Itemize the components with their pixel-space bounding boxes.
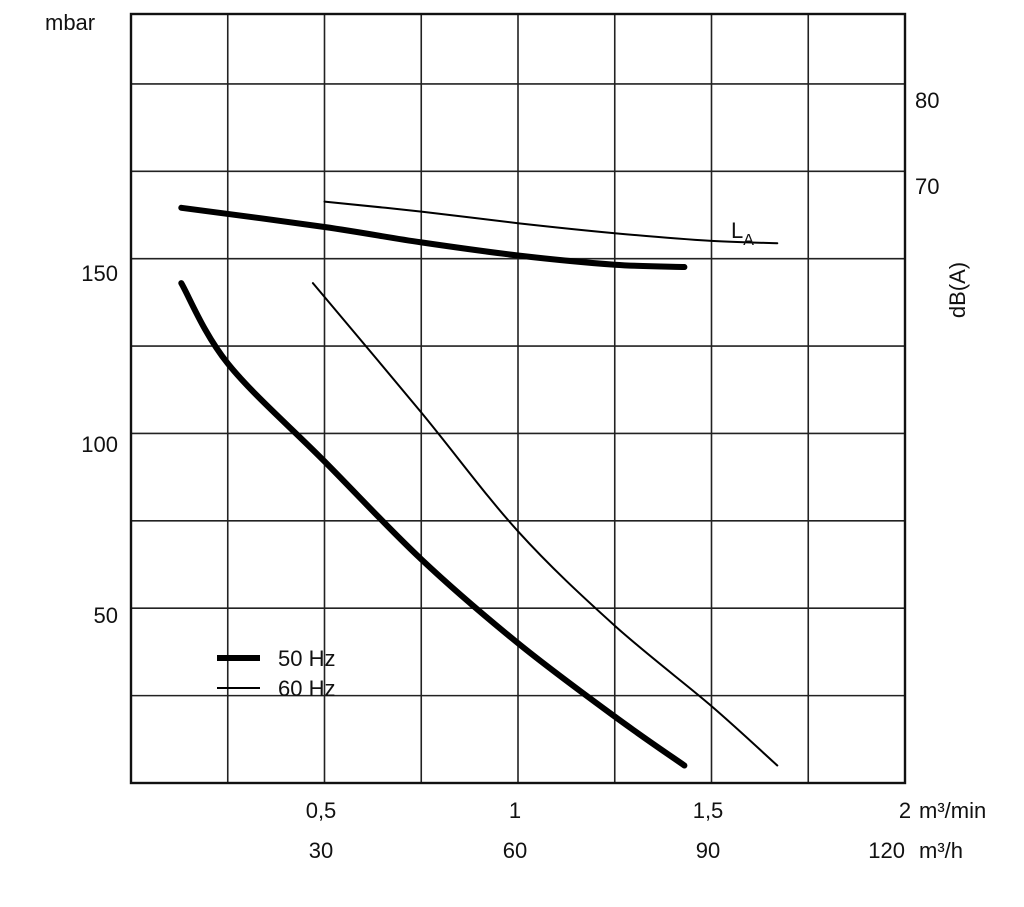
la-annotation-main: L [731,218,743,243]
grid [131,14,905,783]
x-bottom-unit: m³/h [919,838,963,863]
x-bottom-tick-30: 30 [309,838,333,863]
plot-frame [129,12,907,785]
legend-label-60hz: 60 Hz [278,676,335,701]
x-top-unit: m³/min [919,798,986,823]
la-curve-60hz [323,200,779,245]
la-annotation: LA [731,218,754,249]
legend-label-50hz: 50 Hz [278,646,335,671]
x-top-tick-2: 2 [899,798,911,823]
x-top-tick-1-5: 1,5 [693,798,724,823]
y-left-axis-label: mbar [45,10,95,35]
la-curve-50hz [178,204,688,270]
x-bottom-tick-60: 60 [503,838,527,863]
x-top-tick-1: 1 [509,798,521,823]
x-top-tick-0-5: 0,5 [306,798,337,823]
curves [178,200,779,769]
pressure-curve-60hz [311,282,779,767]
legend: 50 Hz 60 Hz [217,646,335,701]
y-left-tick-150: 150 [81,261,118,286]
y-left-tick-100: 100 [81,432,118,457]
y-right-tick-80: 80 [915,88,939,113]
pressure-curve-50hz [178,280,688,769]
y-right-axis-label: dB(A) [945,262,970,318]
y-right-tick-70: 70 [915,174,939,199]
y-left-tick-50: 50 [94,603,118,628]
la-annotation-subscript: A [743,232,754,249]
x-bottom-tick-90: 90 [696,838,720,863]
x-bottom-tick-120: 120 [868,838,905,863]
